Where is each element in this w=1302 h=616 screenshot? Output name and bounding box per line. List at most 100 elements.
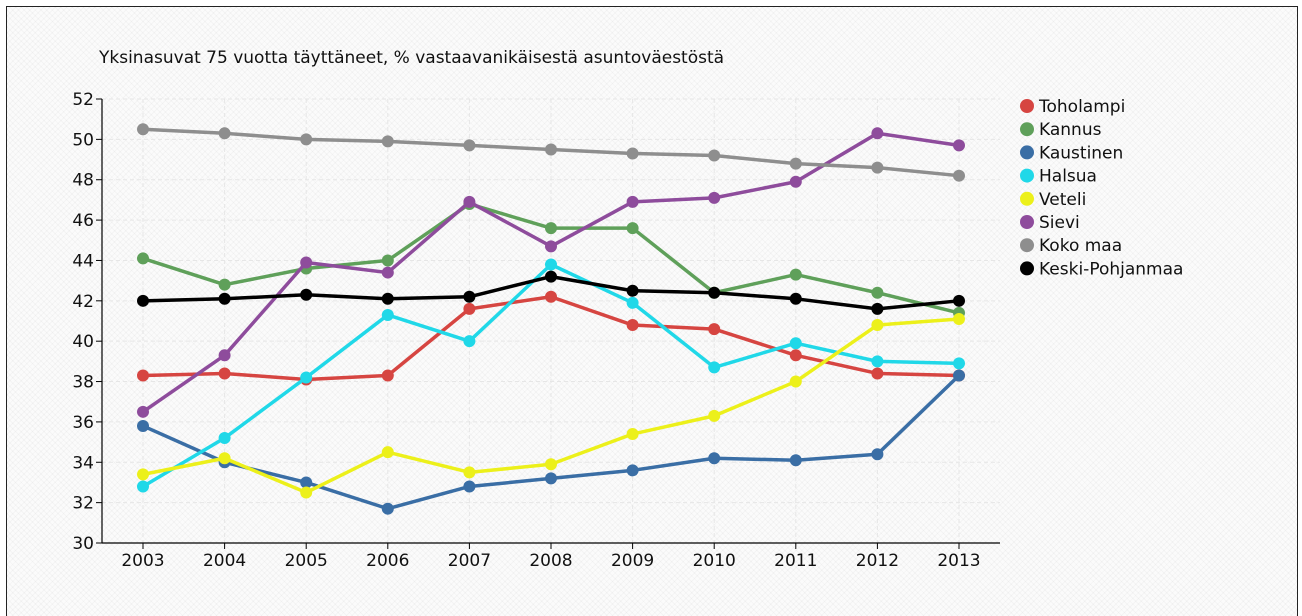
data-point — [953, 369, 965, 382]
data-point — [218, 367, 231, 380]
data-point — [626, 195, 639, 208]
data-point — [789, 454, 802, 467]
data-point — [789, 157, 802, 170]
data-point — [137, 369, 149, 382]
data-point — [381, 502, 394, 515]
chart-title: Yksinasuvat 75 vuotta täyttäneet, % vast… — [98, 48, 724, 68]
data-point — [953, 139, 965, 152]
legend-label: Koko maa — [1039, 236, 1122, 256]
data-point — [463, 302, 476, 315]
data-point — [300, 486, 313, 499]
x-tick-label: 2004 — [203, 551, 246, 571]
series — [137, 123, 965, 515]
x-tick-label: 2010 — [693, 551, 736, 571]
series-sievi — [137, 127, 965, 418]
data-point — [626, 284, 639, 297]
legend-marker — [1020, 215, 1034, 229]
legend-label: Keski-Pohjanmaa — [1039, 259, 1183, 279]
legend-marker — [1020, 145, 1034, 160]
legend-marker — [1020, 168, 1034, 183]
series-halsua — [137, 258, 965, 493]
data-point — [218, 432, 231, 445]
data-point — [463, 480, 476, 493]
data-point — [708, 409, 721, 422]
x-tick-label: 2008 — [529, 551, 572, 571]
y-tick-label: 52 — [72, 90, 94, 110]
data-point — [708, 452, 721, 465]
x-tick-label: 2011 — [774, 551, 817, 571]
series-kaustinen — [137, 369, 965, 515]
data-point — [381, 308, 394, 321]
y-tick-label: 30 — [72, 534, 94, 554]
data-point — [218, 278, 231, 291]
legend-item-kannus: Kannus — [1020, 120, 1102, 140]
data-point — [626, 222, 639, 235]
data-point — [626, 464, 639, 477]
data-point — [708, 361, 721, 374]
series-keski-pohjanmaa — [137, 270, 965, 315]
data-point — [137, 123, 149, 136]
data-point — [545, 258, 557, 271]
data-point — [871, 127, 884, 140]
x-tick-label: 2013 — [937, 551, 980, 571]
data-point — [381, 369, 394, 382]
data-point — [137, 468, 149, 481]
data-point — [463, 139, 476, 152]
legend-label: Kaustinen — [1039, 143, 1123, 163]
data-point — [953, 312, 965, 325]
data-point — [381, 446, 394, 459]
data-point — [708, 191, 721, 204]
legend-item-toholampi: Toholampi — [1020, 97, 1125, 117]
data-point — [300, 256, 313, 269]
data-point — [789, 349, 802, 362]
line-chart: Yksinasuvat 75 vuotta täyttäneet, % vast… — [72, 48, 1183, 571]
data-point — [137, 252, 149, 265]
data-point — [463, 290, 476, 303]
data-point — [545, 472, 557, 485]
series-koko-maa — [137, 123, 965, 182]
data-point — [871, 161, 884, 174]
data-point — [137, 480, 149, 493]
legend: Toholampi Kannus Kaustinen Halsua Veteli Siev… — [1020, 97, 1183, 279]
y-tick-label: 46 — [72, 211, 94, 231]
data-point — [708, 286, 721, 299]
data-point — [545, 290, 557, 303]
data-point — [545, 143, 557, 156]
data-point — [871, 355, 884, 368]
data-point — [789, 292, 802, 305]
legend-item-koko-maa: Koko maa — [1020, 236, 1122, 256]
data-point — [218, 349, 231, 362]
data-point — [626, 319, 639, 332]
y-tick-label: 38 — [72, 373, 94, 393]
data-point — [463, 195, 476, 208]
legend-label: Sievi — [1039, 213, 1080, 233]
data-point — [545, 222, 557, 235]
data-point — [300, 476, 313, 489]
x-tick-label: 2006 — [366, 551, 409, 571]
y-tick-label: 34 — [72, 453, 94, 473]
y-tick-label: 50 — [72, 130, 94, 150]
data-point — [218, 127, 231, 140]
legend-item-halsua: Halsua — [1020, 167, 1097, 187]
data-point — [871, 302, 884, 315]
chart-frame: Yksinasuvat 75 vuotta täyttäneet, % vast… — [6, 6, 1298, 616]
data-point — [137, 294, 149, 307]
legend-item-kaustinen: Kaustinen — [1020, 143, 1123, 163]
legend-marker — [1020, 99, 1034, 113]
data-point — [381, 254, 394, 267]
data-point — [463, 466, 476, 479]
data-point — [953, 357, 965, 370]
data-point — [381, 266, 394, 279]
y-tick-label: 40 — [72, 332, 94, 352]
x-tick-label: 2003 — [121, 551, 164, 571]
data-point — [789, 175, 802, 188]
x-tick-label: 2012 — [856, 551, 899, 571]
data-point — [137, 405, 149, 418]
data-point — [708, 149, 721, 162]
data-point — [708, 323, 721, 336]
legend-label: Kannus — [1039, 120, 1102, 140]
x-tick-label: 2005 — [285, 551, 328, 571]
axes: 30 32 34 36 38 40 42 44 46 48 50 52 2003 2004 2005 2006… — [72, 90, 1000, 571]
data-point — [626, 147, 639, 160]
data-point — [218, 292, 231, 305]
